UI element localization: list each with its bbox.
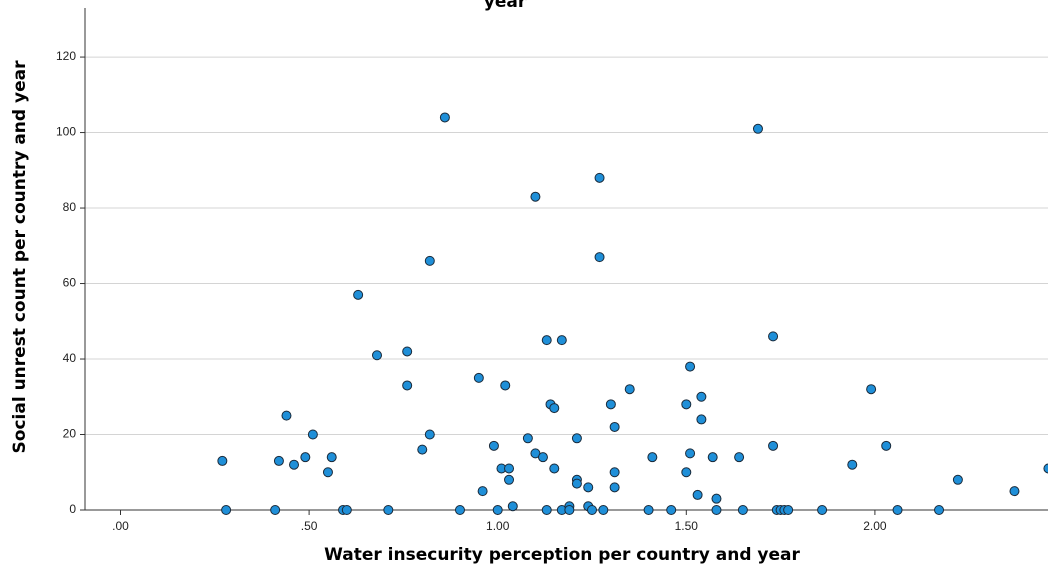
data-point xyxy=(322,467,333,478)
y-tick-label: 20 xyxy=(63,427,77,441)
x-tick-labels: .00.501.001.502.002.50 xyxy=(112,510,887,533)
x-tick-label: 1.50 xyxy=(675,519,699,533)
data-point xyxy=(707,452,718,463)
y-tick-label: 100 xyxy=(56,125,76,139)
data-point xyxy=(507,501,518,512)
data-point xyxy=(221,505,232,515)
data-point xyxy=(1043,463,1048,474)
y-tick-label: 0 xyxy=(69,502,76,516)
data-point xyxy=(598,505,609,515)
x-axis-label: Water insecurity perception per country … xyxy=(324,545,800,565)
data-point xyxy=(768,440,779,451)
x-tick-label: .50 xyxy=(301,519,318,533)
data-point xyxy=(273,455,284,466)
data-point xyxy=(666,505,677,515)
data-point xyxy=(1009,486,1020,497)
x-tick-label: .00 xyxy=(112,519,129,533)
data-point xyxy=(564,505,575,515)
data-point xyxy=(711,493,722,504)
y-tick-labels: 0 20 40 60 80 100 120 xyxy=(56,49,85,516)
data-point xyxy=(609,482,620,493)
data-point xyxy=(556,335,567,346)
data-point xyxy=(424,429,435,440)
data-point xyxy=(439,112,450,123)
data-point xyxy=(270,505,281,515)
data-point xyxy=(383,505,394,515)
data-point xyxy=(541,505,552,515)
data-point xyxy=(696,391,707,402)
data-point xyxy=(685,361,696,372)
y-tick-label: 40 xyxy=(63,351,77,365)
data-point xyxy=(609,467,620,478)
data-point xyxy=(307,429,318,440)
data-point xyxy=(692,489,703,500)
chart-title-fragment: year xyxy=(484,0,527,12)
gridlines xyxy=(85,56,1048,436)
data-point xyxy=(952,474,963,485)
data-point xyxy=(594,172,605,183)
data-point xyxy=(583,482,594,493)
data-point xyxy=(402,380,413,391)
y-tick-label: 120 xyxy=(56,49,76,63)
data-point xyxy=(734,452,745,463)
data-point xyxy=(681,399,692,410)
data-point xyxy=(647,452,658,463)
data-point xyxy=(500,380,511,391)
y-tick-label: 60 xyxy=(63,276,77,290)
data-point xyxy=(892,505,903,515)
data-point xyxy=(353,289,364,300)
data-point xyxy=(571,478,582,489)
data-point xyxy=(768,331,779,342)
data-point xyxy=(696,414,707,425)
data-point xyxy=(681,467,692,478)
data-point xyxy=(624,384,635,395)
x-tick-label: 1.00 xyxy=(486,519,510,533)
data-point xyxy=(643,505,654,515)
y-axis-label: Social unrest count per country and year xyxy=(10,60,30,454)
data-point xyxy=(488,440,499,451)
y-tick-label: 80 xyxy=(63,200,77,214)
data-point xyxy=(541,335,552,346)
data-point xyxy=(341,505,352,515)
data-point xyxy=(571,433,582,444)
data-point xyxy=(881,440,892,451)
data-point xyxy=(934,505,945,515)
data-point xyxy=(281,410,292,421)
data-point xyxy=(326,452,337,463)
data-point xyxy=(522,433,533,444)
data-point xyxy=(685,448,696,459)
data-point xyxy=(752,123,763,134)
x-tick-label: 2.00 xyxy=(863,519,887,533)
data-point xyxy=(549,463,560,474)
data-point xyxy=(300,452,311,463)
data-point xyxy=(530,191,541,202)
data-point xyxy=(289,459,300,470)
data-point xyxy=(417,444,428,455)
data-point xyxy=(711,505,722,515)
data-point xyxy=(783,505,794,515)
data-point xyxy=(866,384,877,395)
data-point xyxy=(549,403,560,414)
data-point xyxy=(737,505,748,515)
data-point xyxy=(504,474,515,485)
data-point xyxy=(537,452,548,463)
data-points xyxy=(217,112,1048,515)
data-point xyxy=(473,372,484,383)
data-point xyxy=(817,505,828,515)
data-point xyxy=(424,255,435,266)
data-point xyxy=(371,350,382,361)
data-point xyxy=(477,486,488,497)
data-point xyxy=(847,459,858,470)
data-point xyxy=(605,399,616,410)
data-point xyxy=(594,252,605,263)
data-point xyxy=(504,463,515,474)
data-point xyxy=(217,455,228,466)
data-point xyxy=(402,346,413,357)
data-point xyxy=(454,505,465,515)
data-point xyxy=(587,505,597,515)
data-point xyxy=(492,505,503,515)
data-point xyxy=(609,421,620,432)
